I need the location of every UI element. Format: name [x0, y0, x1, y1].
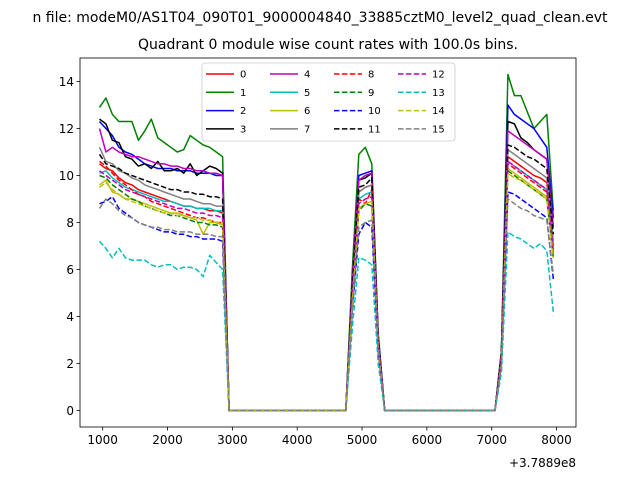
legend-label-13: 13	[432, 88, 445, 99]
legend-label-15: 15	[432, 124, 445, 135]
y-tick-label: 14	[59, 75, 74, 89]
legend-box	[201, 62, 456, 142]
legend-label-7: 7	[304, 124, 310, 135]
x-tick-label: 3000	[217, 433, 248, 447]
x-tick-label: 2000	[152, 433, 183, 447]
y-tick-label: 8	[66, 216, 74, 230]
x-axis: 1000 2000 3000 4000 5000 6000 7000 8000	[87, 427, 572, 447]
y-tick-label: 6	[66, 263, 74, 277]
x-tick-label: 7000	[476, 433, 507, 447]
legend-label-8: 8	[368, 70, 374, 81]
legend-label-2: 2	[240, 106, 246, 117]
legend-label-4: 4	[304, 70, 310, 81]
legend-label-1: 1	[240, 88, 246, 99]
y-tick-label: 2	[66, 357, 74, 371]
y-tick-label: 4	[66, 310, 74, 324]
legend-label-3: 3	[240, 124, 246, 135]
x-tick-label: 6000	[412, 433, 443, 447]
y-tick-label: 10	[59, 169, 74, 183]
legend-label-5: 5	[304, 88, 310, 99]
chart-title: Quadrant 0 module wise count rates with …	[138, 37, 518, 53]
series-line-13	[98, 231, 555, 412]
x-tick-label: 1000	[87, 433, 118, 447]
y-tick-label: 0	[66, 404, 74, 418]
y-tick-label: 12	[59, 122, 74, 136]
legend-label-14: 14	[432, 106, 445, 117]
legend-label-10: 10	[368, 106, 381, 117]
series-lines	[98, 73, 555, 412]
x-tick-label: 5000	[347, 433, 378, 447]
series-line-15	[98, 198, 555, 412]
legend-label-12: 12	[432, 70, 445, 81]
legend-label-0: 0	[240, 70, 246, 81]
x-tick-label: 8000	[541, 433, 572, 447]
figure-suptitle: n file: modeM0/AS1T04_090T01_9000004840_…	[32, 10, 608, 26]
x-axis-offset-text: +3.7889e8	[509, 456, 576, 470]
legend-label-11: 11	[368, 124, 381, 135]
x-tick-label: 4000	[282, 433, 313, 447]
legend-label-6: 6	[304, 106, 310, 117]
legend-label-9: 9	[368, 88, 374, 99]
y-axis: 0 2 4 6 8 10 12 14	[59, 75, 80, 418]
